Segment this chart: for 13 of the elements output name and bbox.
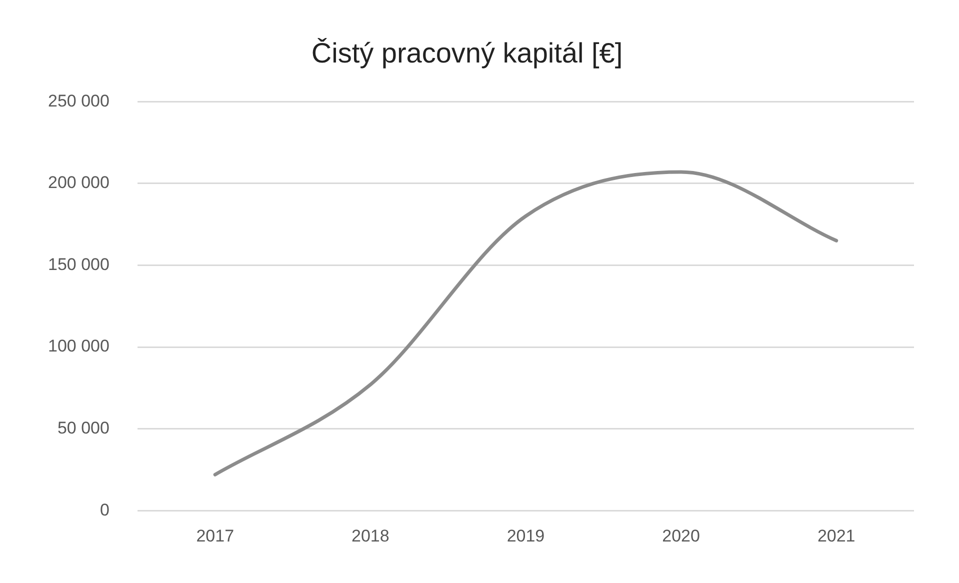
- y-tick-label: 0: [100, 500, 110, 520]
- y-tick-label: 200 000: [48, 173, 110, 192]
- y-tick-label: 50 000: [57, 418, 110, 438]
- x-tick-label: 2020: [662, 526, 700, 546]
- x-tick-label: 2019: [506, 526, 545, 546]
- line-series: [213, 170, 838, 476]
- y-tick-label: 250 000: [48, 91, 110, 110]
- chart-title: Čistý pracovný kapitál [€]: [311, 38, 623, 69]
- x-tick-label: 2018: [352, 526, 390, 546]
- y-tick-label: 150 000: [48, 254, 110, 274]
- y-tick-label: 100 000: [48, 336, 110, 356]
- x-tick-label: 2017: [196, 526, 234, 546]
- x-tick-label: 2021: [817, 526, 856, 546]
